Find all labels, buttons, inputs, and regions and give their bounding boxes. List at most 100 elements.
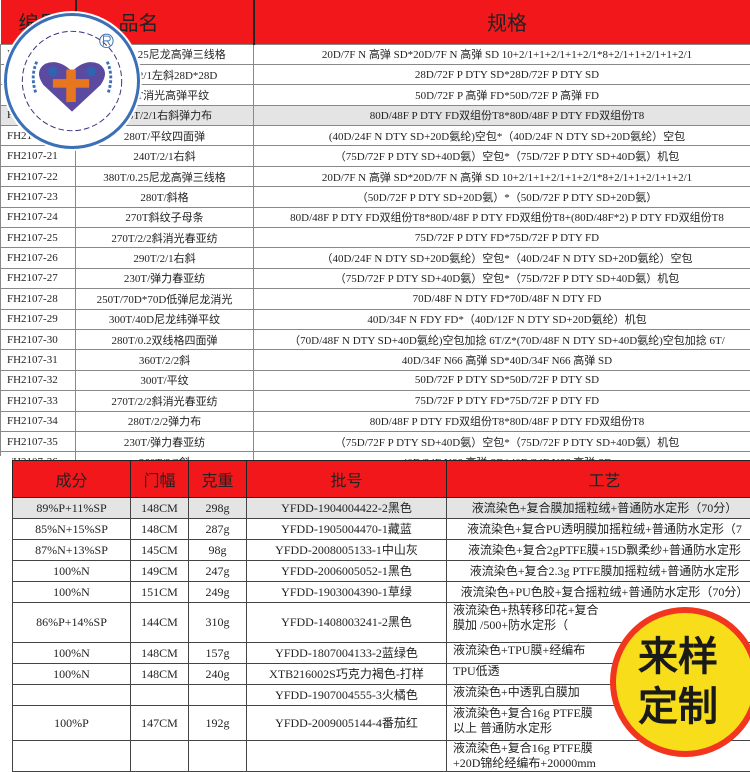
cell-weight: 192g xyxy=(189,706,247,741)
cell-spec: 75D/72F P DTY FD*75D/72F P DTY FD xyxy=(254,228,750,248)
cell-name: 300T/40D尼龙纬弹平纹 xyxy=(76,309,254,329)
cell-spec: 75D/72F P DTY FD*75D/72F P DTY FD xyxy=(254,391,750,411)
cell-spec: 50D/72F P 高弹 FD*50D/72F P 高弹 FD xyxy=(254,85,750,105)
cell-batch: YFDD-1904004422-2黑色 xyxy=(247,498,447,519)
cell-process: 液流染色+复合PU透明膜加摇粒绒+普通防水定形（7 xyxy=(447,519,750,540)
header-composition: 成分 xyxy=(13,461,131,498)
cell-code: FH2107-24 xyxy=(1,207,76,227)
cell-code: FH2107-32 xyxy=(1,370,76,390)
cell-spec: （50D/72F P DTY SD+20D氨）*（50D/72F P DTY S… xyxy=(254,187,750,207)
cell-code: FH2107-33 xyxy=(1,391,76,411)
cell-weight: 98g xyxy=(189,540,247,561)
cell-width xyxy=(131,741,189,772)
cell-width: 148CM xyxy=(131,664,189,685)
cell-spec: 80D/48F P DTY FD双组份T8*80D/48F P DTY FD双组… xyxy=(254,411,750,431)
cell-batch: YFDD-1807004133-2蓝绿色 xyxy=(247,643,447,664)
cell-composition: 100%N xyxy=(13,582,131,603)
cell-batch: YFDD-1903004390-1草绿 xyxy=(247,582,447,603)
cell-name: 270T/2/2斜消光春亚纺 xyxy=(76,391,254,411)
cell-batch: YFDD-1408003241-2黑色 xyxy=(247,603,447,643)
cell-batch: YFDD-1907004555-3火橘色 xyxy=(247,685,447,706)
cell-name: 280T/0.2双线格四面弹 xyxy=(76,329,254,349)
cell-weight: 157g xyxy=(189,643,247,664)
cell-composition: 87%N+13%SP xyxy=(13,540,131,561)
cell-code: FH2107-31 xyxy=(1,350,76,370)
cell-name: 230T/弹力春亚纺 xyxy=(76,268,254,288)
white-margin xyxy=(0,456,12,750)
cell-process: 液流染色+复合2.3g PTFE膜加摇粒绒+普通防水定形 xyxy=(447,561,750,582)
cell-composition: 100%P xyxy=(13,706,131,741)
cell-spec: 70D/48F N DTY FD*70D/48F N DTY FD xyxy=(254,289,750,309)
cell-name: 270T斜纹子母条 xyxy=(76,207,254,227)
cell-width xyxy=(131,685,189,706)
cell-weight: 249g xyxy=(189,582,247,603)
batch-row: 液流染色+复合16g PTFE膜+20D锦纶经编布+20000mm xyxy=(13,741,750,772)
muli-textile-logo xyxy=(4,13,140,149)
cell-process: 液流染色+复合膜加摇粒绒+普通防水定形（70分） xyxy=(447,498,750,519)
cell-weight: 310g xyxy=(189,603,247,643)
cell-code: FH2107-22 xyxy=(1,166,76,186)
cell-code: FH2107-34 xyxy=(1,411,76,431)
cell-weight: 298g xyxy=(189,498,247,519)
cell-spec: 80D/48F P DTY FD双组份T8*80D/48F P DTY FD双组… xyxy=(254,207,750,227)
cell-name: 360T/2/2斜 xyxy=(76,350,254,370)
cell-batch: YFDD-2006005052-1黑色 xyxy=(247,561,447,582)
cell-batch: YFDD-2009005144-4番茄红 xyxy=(247,706,447,741)
cell-spec: 40D/34F N FDY FD*（40D/12F N DTY SD+20D氨纶… xyxy=(254,309,750,329)
badge-line2: 定制 xyxy=(638,682,718,732)
cell-width: 151CM xyxy=(131,582,189,603)
header-spec: 规格 xyxy=(254,0,750,44)
cell-name: 270T/2/2斜消光春亚纺 xyxy=(76,228,254,248)
header-width: 门幅 xyxy=(131,461,189,498)
cell-composition: 100%N xyxy=(13,561,131,582)
cell-batch: YFDD-2008005133-1中山灰 xyxy=(247,540,447,561)
cell-code: FH2107-23 xyxy=(1,187,76,207)
cell-name: 280T/2/2弹力布 xyxy=(76,411,254,431)
cell-width: 148CM xyxy=(131,643,189,664)
cell-composition: 85%N+15%SP xyxy=(13,519,131,540)
cell-process: 液流染色+复合2gPTFE膜+15D飘柔纱+普通防水定形 xyxy=(447,540,750,561)
cell-spec: 28D/72F P DTY SD*28D/72F P DTY SD xyxy=(254,64,750,84)
cell-process: 液流染色+PU色胶+复合摇粒绒+普通防水定形（70分） xyxy=(447,582,750,603)
cell-code: FH2107-35 xyxy=(1,431,76,451)
cell-batch: XTB216002S巧克力褐色-打样 xyxy=(247,664,447,685)
cell-composition: 89%P+11%SP xyxy=(13,498,131,519)
cell-code: FH2107-30 xyxy=(1,329,76,349)
cell-name: 230T/弹力春亚纺 xyxy=(76,431,254,451)
cell-width: 149CM xyxy=(131,561,189,582)
cell-code: FH2107-28 xyxy=(1,289,76,309)
cell-composition: 86%P+14%SP xyxy=(13,603,131,643)
cell-composition: 100%N xyxy=(13,643,131,664)
cell-width: 145CM xyxy=(131,540,189,561)
cell-code: FH2107-26 xyxy=(1,248,76,268)
cell-width: 147CM xyxy=(131,706,189,741)
cell-weight xyxy=(189,685,247,706)
cell-spec: （75D/72F P DTY SD+40D氨）空包*（75D/72F P DTY… xyxy=(254,268,750,288)
header-weight: 克重 xyxy=(189,461,247,498)
cell-name: 280T/斜格 xyxy=(76,187,254,207)
cell-name: 250T/70D*70D低弹尼龙消光 xyxy=(76,289,254,309)
cell-spec: （75D/72F P DTY SD+40D氨）空包*（75D/72F P DTY… xyxy=(254,431,750,451)
cell-width: 148CM xyxy=(131,498,189,519)
cell-weight: 247g xyxy=(189,561,247,582)
header-batch: 批号 xyxy=(247,461,447,498)
cell-spec: （75D/72F P DTY SD+40D氨）空包*（75D/72F P DTY… xyxy=(254,146,750,166)
cell-width: 148CM xyxy=(131,519,189,540)
